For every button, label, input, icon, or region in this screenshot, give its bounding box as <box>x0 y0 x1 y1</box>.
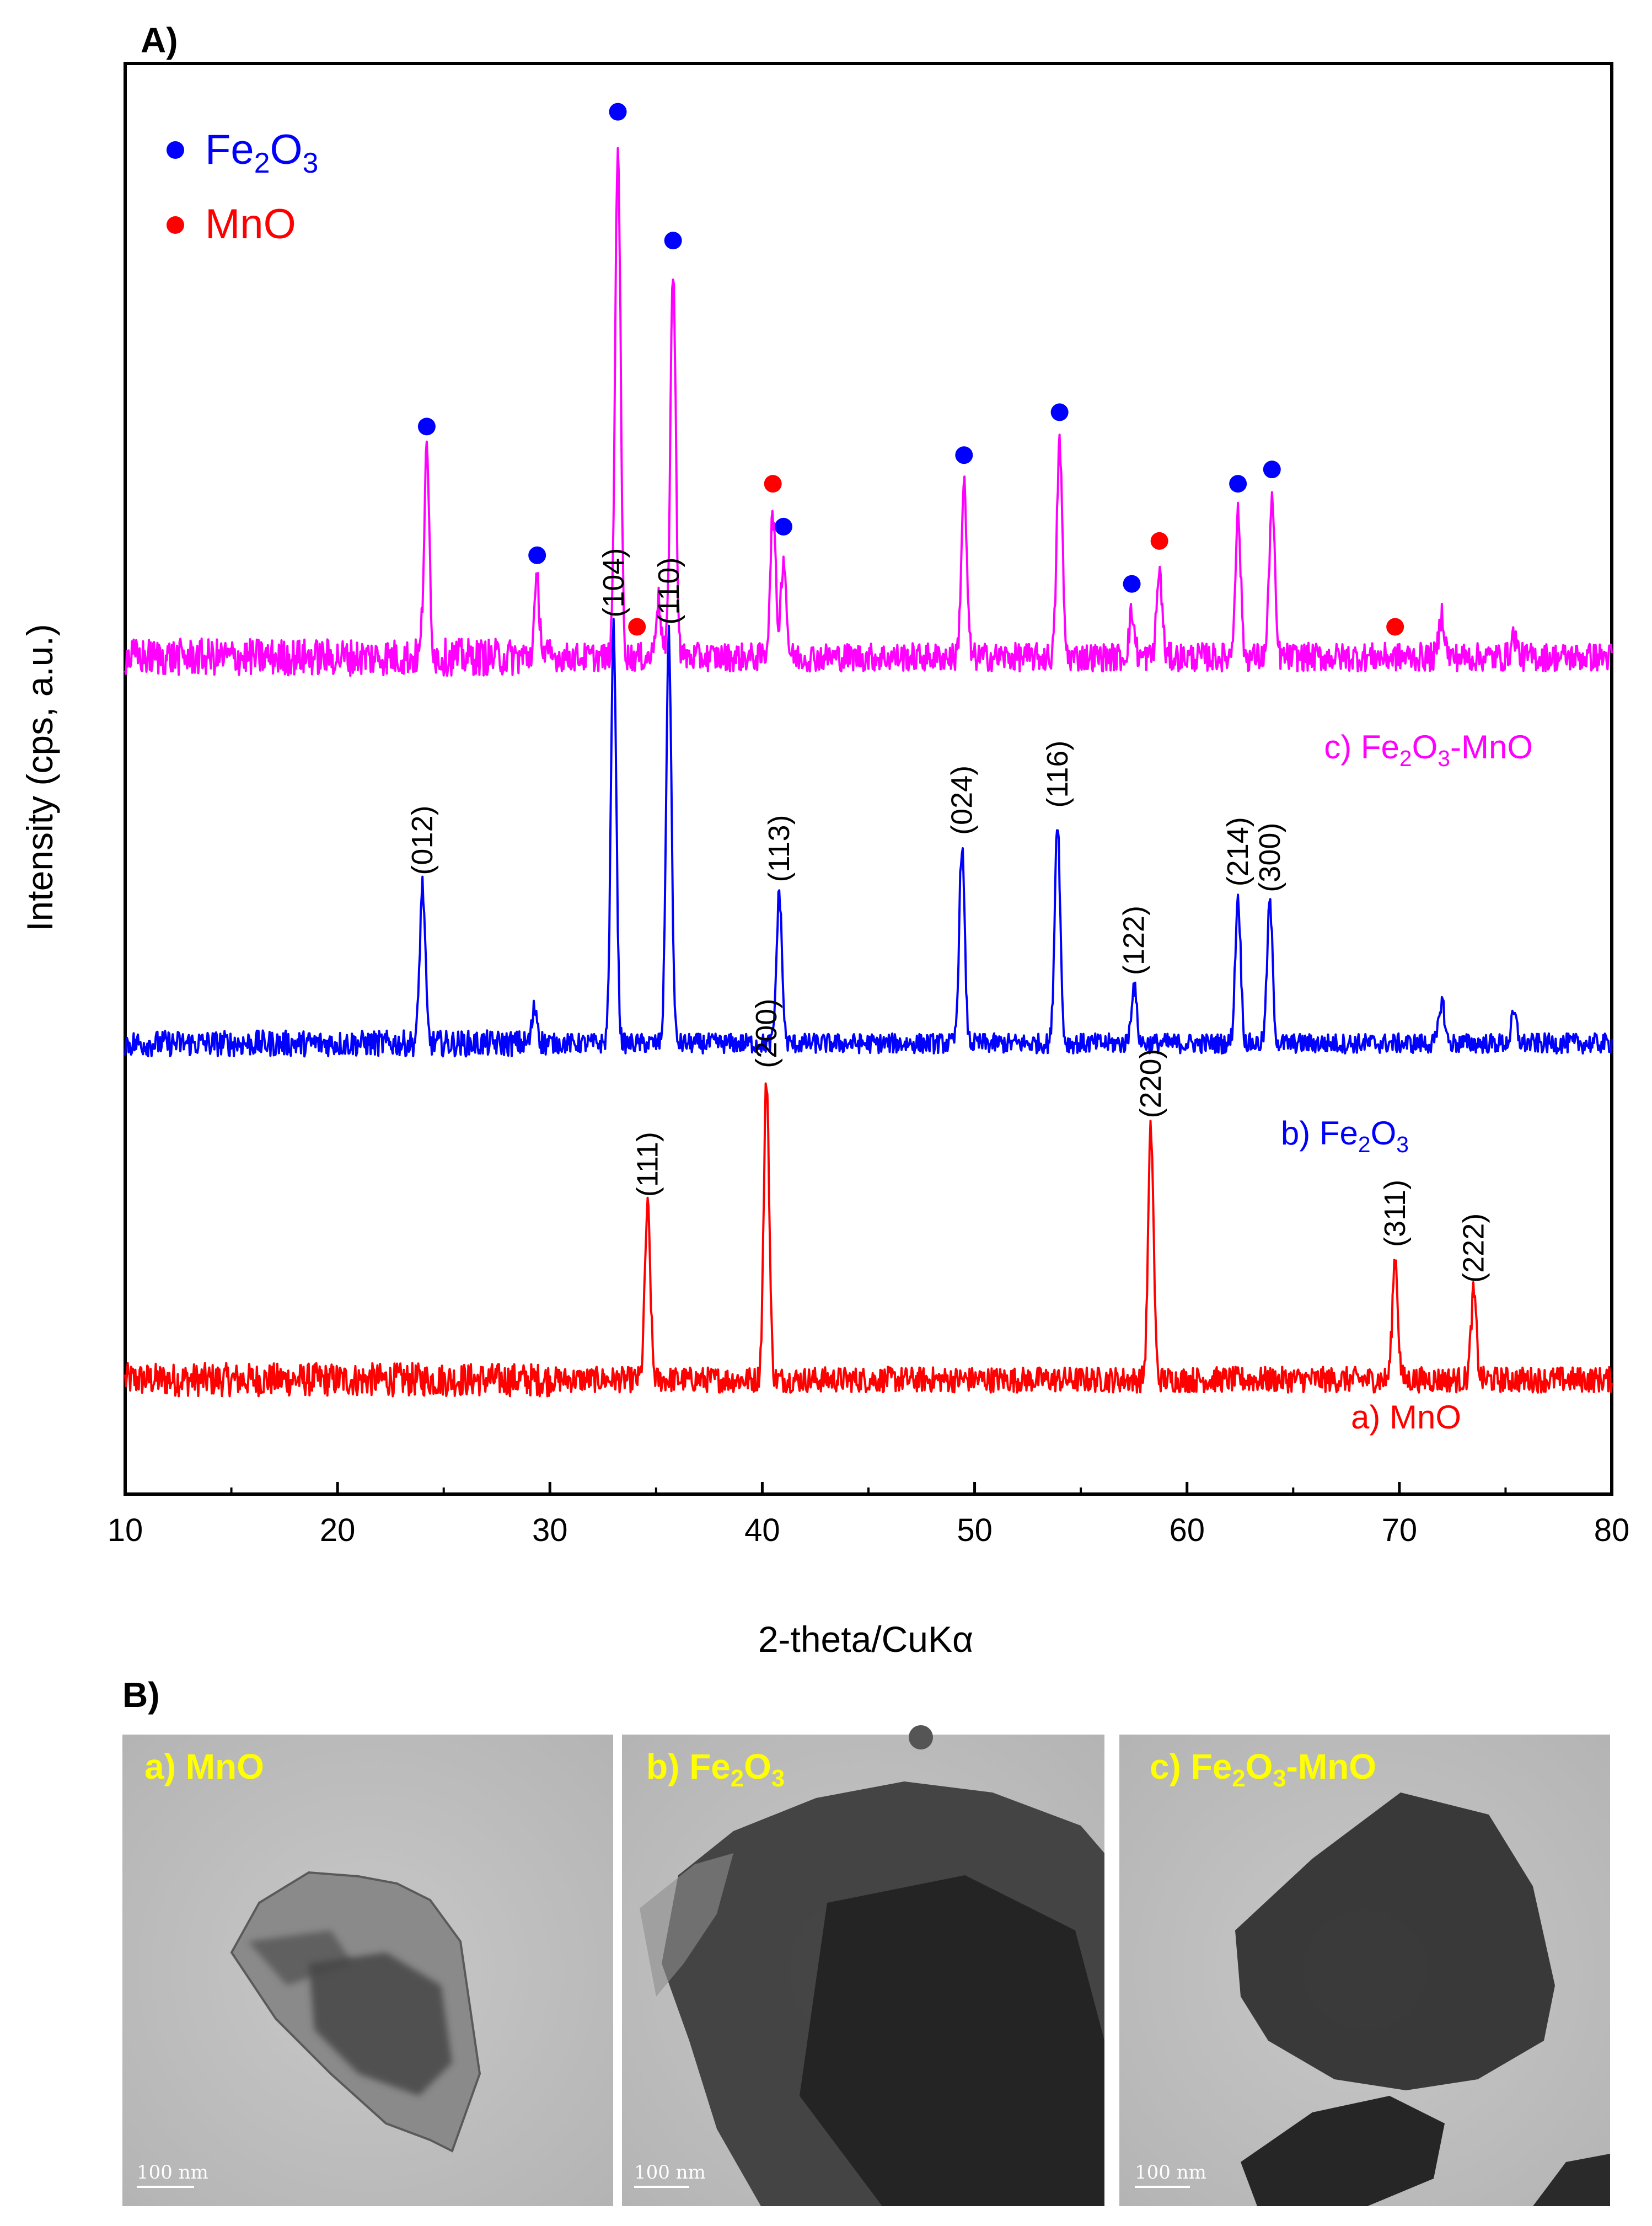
series-a-label: a) MnO <box>1351 1399 1461 1436</box>
hkl-label: (113) <box>763 815 796 882</box>
x-tick-label: 40 <box>744 1512 780 1548</box>
legend-fe2o3-dot <box>167 141 184 159</box>
phase-marker-mno <box>1150 532 1168 550</box>
composite-corner-particle <box>1533 2154 1610 2206</box>
x-tick-label: 10 <box>108 1512 143 1548</box>
series-line-2 <box>124 618 1613 1058</box>
composite-lower-particle <box>1241 2096 1445 2206</box>
phase-marker-fe2o3 <box>774 517 792 536</box>
series-c-label: c) Fe2O3-MnO <box>1324 729 1533 771</box>
legend-mno-label: MnO <box>205 201 296 248</box>
phase-marker-fe2o3 <box>955 446 973 464</box>
phase-marker-fe2o3 <box>1123 575 1141 593</box>
x-axis-label: 2-theta/CuKα <box>758 1619 973 1660</box>
hkl-label: (200) <box>750 999 783 1068</box>
fe2o3-core <box>800 1875 1104 2206</box>
hkl-label: (111) <box>631 1132 664 1197</box>
scale-label-fe2o3: 100 nm <box>634 2161 706 2184</box>
panel-b-label: B) <box>122 1675 160 1715</box>
phase-marker-fe2o3 <box>1229 475 1247 493</box>
tem-title-mno: a) MnO <box>144 1747 264 1786</box>
hkl-label: (116) <box>1041 741 1074 808</box>
x-tick-label: 60 <box>1169 1512 1205 1548</box>
x-tick-label: 50 <box>957 1512 993 1548</box>
phase-marker-fe2o3 <box>664 232 682 250</box>
phase-marker-fe2o3 <box>1263 461 1281 479</box>
series-b-label: b) Fe2O3 <box>1281 1115 1409 1157</box>
legend-mno-dot <box>167 216 184 234</box>
tem-image-mno: a) MnO 100 nm <box>122 1735 613 2206</box>
y-axis-label: Intensity (cps, a.u.) <box>19 624 60 932</box>
annotation-layer: (111) (200) (220) (311) (222) (012) (104) (110)… <box>406 548 1490 1283</box>
phase-marker-layer <box>417 103 1404 636</box>
x-axis-ticks: 10 20 30 40 50 60 70 80 <box>108 1482 1630 1548</box>
tem-image-composite: c) Fe2O3-MnO 100 nm <box>1119 1735 1610 2206</box>
phase-marker-fe2o3 <box>609 103 627 121</box>
legend: Fe2O3 MnO <box>167 126 318 248</box>
legend-fe2o3-label: Fe2O3 <box>205 126 318 179</box>
series-line-1 <box>124 1082 1613 1398</box>
x-tick-label: 70 <box>1382 1512 1418 1548</box>
tem-title-composite: c) Fe2O3-MnO <box>1150 1747 1376 1792</box>
tem-image-fe2o3: b) Fe2O3 100 nm <box>622 1725 1104 2206</box>
hkl-label: (012) <box>406 805 439 875</box>
phase-marker-fe2o3 <box>528 546 546 564</box>
plot-area: 10 20 30 40 50 60 70 80 (111) (200) (220) (311) (22… <box>108 62 1630 1548</box>
fe2o3-fringe <box>640 1853 733 1997</box>
x-tick-label: 20 <box>320 1512 356 1548</box>
phase-marker-mno <box>1386 618 1404 636</box>
panel-a-label: A) <box>141 20 178 60</box>
x-tick-label: 80 <box>1594 1512 1630 1548</box>
hkl-label: (220) <box>1134 1048 1167 1118</box>
hkl-label: (214) <box>1221 817 1254 886</box>
series-layer <box>124 147 1613 1398</box>
series-line-3 <box>124 147 1613 677</box>
hkl-label: (222) <box>1457 1213 1490 1283</box>
composite-cluster <box>1235 1792 1555 2090</box>
hkl-label: (104) <box>597 548 630 618</box>
hkl-label: (024) <box>945 766 978 835</box>
scale-label-mno: 100 nm <box>137 2161 208 2184</box>
fe2o3-particle <box>909 1725 933 1749</box>
x-tick-label: 30 <box>532 1512 568 1548</box>
tem-title-fe2o3: b) Fe2O3 <box>646 1747 785 1792</box>
hkl-label: (311) <box>1379 1180 1412 1247</box>
phase-marker-fe2o3 <box>1050 403 1069 421</box>
hkl-label: (110) <box>652 558 685 625</box>
mno-dark-region <box>309 1952 452 2096</box>
phase-marker-fe2o3 <box>417 418 436 436</box>
plot-frame <box>124 62 1613 1496</box>
scale-label-composite: 100 nm <box>1135 2161 1206 2184</box>
phase-marker-mno <box>764 475 782 493</box>
hkl-label: (122) <box>1117 906 1150 975</box>
mno-dark-band <box>248 1930 353 1986</box>
phase-marker-mno <box>628 618 646 636</box>
hkl-label: (300) <box>1253 823 1286 892</box>
